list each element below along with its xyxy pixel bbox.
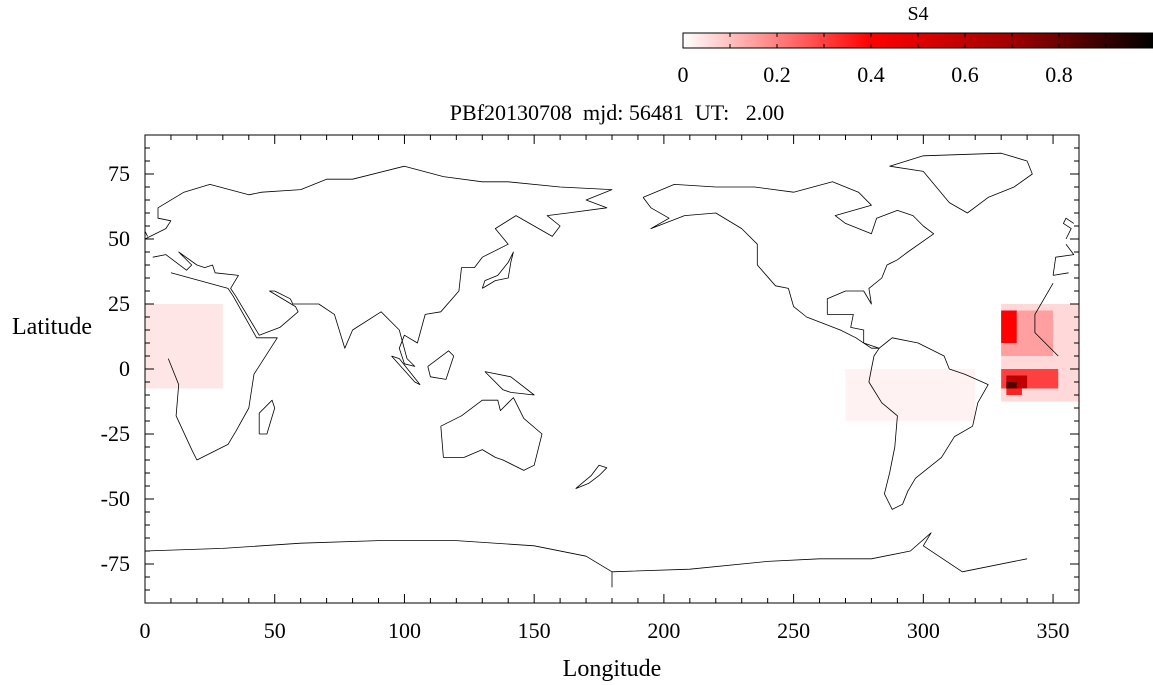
y-tick-label: 0 [119,356,130,381]
y-tick-label: 75 [108,161,130,186]
y-tick-label: 25 [108,291,130,316]
x-tick-label: 350 [1037,618,1070,643]
coastline-new-guinea [484,371,535,396]
coastline-new-zealand [575,464,608,489]
heat-region-8 [1006,382,1017,389]
x-tick-label: 150 [518,618,551,643]
coastline-europe-asia [144,165,1075,367]
x-tick-label: 100 [388,618,421,643]
heatmap-cells [145,304,1079,421]
colorbar-tick-label: 0 [678,62,689,87]
y-tick-label: 50 [108,226,130,251]
y-tick-label: -25 [101,421,130,446]
x-tick-label: 300 [907,618,940,643]
world-coastlines [144,152,1075,588]
coastline-south-america [868,337,989,510]
x-tick-labels: 0 50 100 150 200 250 300 350 [140,618,1070,643]
heat-region-1 [845,369,976,421]
y-axis-label: Latitude [12,314,92,340]
colorbar-ticks: 0 0.2 0.4 0.6 0.8 [678,33,1153,87]
y-tick-label: -75 [101,551,130,576]
x-tick-label: 250 [777,618,810,643]
coastline-sumatra [391,355,421,385]
chart-title: PBf20130708 mjd: 56481 UT: 2.00 [450,100,784,125]
y-tick-label: -50 [101,486,130,511]
coastline-africa [167,272,1059,461]
x-tick-label: 0 [140,618,151,643]
coastline-north-america [642,181,935,349]
x-tick-label: 200 [647,618,680,643]
colorbar-tick-label: 0.2 [763,62,791,87]
coastline-australia [440,397,543,471]
colorbar-tick-label: 0.4 [857,62,885,87]
colorbar-tick-label: 0.6 [951,62,979,87]
colorbar-label: S4 [907,3,928,25]
colorbar-gradient [683,33,1153,48]
plot-area: 0 50 100 150 200 250 300 350 -75 -50 -25 0 25 50 75 [101,134,1080,643]
coastline-borneo [427,350,455,380]
colorbar-tick-label: 0.8 [1045,62,1073,87]
heat-region-0 [145,304,223,389]
x-tick-label: 50 [264,618,286,643]
y-tick-labels: -75 -50 -25 0 25 50 75 [101,161,130,576]
x-axis-label: Longitude [563,656,662,682]
axis-ticks [144,135,1080,603]
coastline-madagascar [258,399,276,435]
colorbar: S4 0 0.2 0.4 0.6 0.8 [678,3,1153,87]
coastline-greenland [889,152,1033,214]
coastline-japan [481,251,514,289]
heat-region-4 [1001,310,1017,343]
coastline-antarctica [144,532,1028,588]
